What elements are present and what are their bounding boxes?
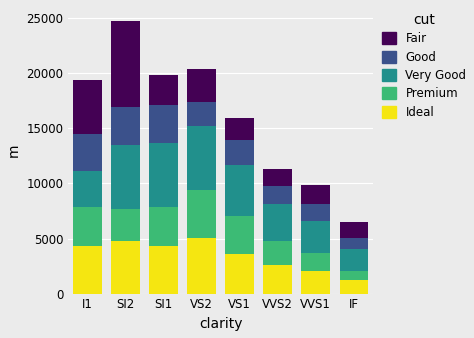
Bar bbox=[187, 238, 216, 294]
Bar bbox=[149, 105, 178, 143]
Bar bbox=[149, 246, 178, 294]
Bar bbox=[73, 80, 101, 134]
Bar bbox=[73, 134, 101, 171]
Bar bbox=[149, 207, 178, 246]
Bar bbox=[264, 186, 292, 204]
Bar bbox=[301, 252, 330, 271]
Bar bbox=[225, 140, 254, 165]
Bar bbox=[225, 254, 254, 294]
Y-axis label: m: m bbox=[7, 144, 21, 157]
Bar bbox=[111, 145, 140, 209]
Bar bbox=[187, 69, 216, 102]
Bar bbox=[111, 241, 140, 294]
Bar bbox=[339, 280, 368, 294]
Bar bbox=[339, 222, 368, 238]
Bar bbox=[264, 241, 292, 265]
Bar bbox=[301, 204, 330, 221]
Bar bbox=[73, 246, 101, 294]
Bar bbox=[225, 118, 254, 140]
Bar bbox=[187, 102, 216, 126]
Bar bbox=[264, 204, 292, 241]
Bar bbox=[301, 221, 330, 252]
Bar bbox=[301, 185, 330, 204]
Bar bbox=[149, 75, 178, 105]
Bar bbox=[73, 171, 101, 207]
Bar bbox=[111, 209, 140, 241]
X-axis label: clarity: clarity bbox=[199, 317, 242, 331]
Bar bbox=[301, 271, 330, 294]
Bar bbox=[264, 265, 292, 294]
Bar bbox=[225, 216, 254, 254]
Legend: Fair, Good, Very Good, Premium, Ideal: Fair, Good, Very Good, Premium, Ideal bbox=[382, 13, 466, 119]
Bar bbox=[73, 207, 101, 246]
Bar bbox=[187, 126, 216, 190]
Bar bbox=[111, 107, 140, 145]
Bar bbox=[187, 190, 216, 238]
Bar bbox=[111, 21, 140, 107]
Bar bbox=[339, 249, 368, 271]
Bar bbox=[339, 271, 368, 280]
Bar bbox=[264, 169, 292, 186]
Bar bbox=[149, 143, 178, 207]
Bar bbox=[339, 238, 368, 249]
Bar bbox=[225, 165, 254, 216]
